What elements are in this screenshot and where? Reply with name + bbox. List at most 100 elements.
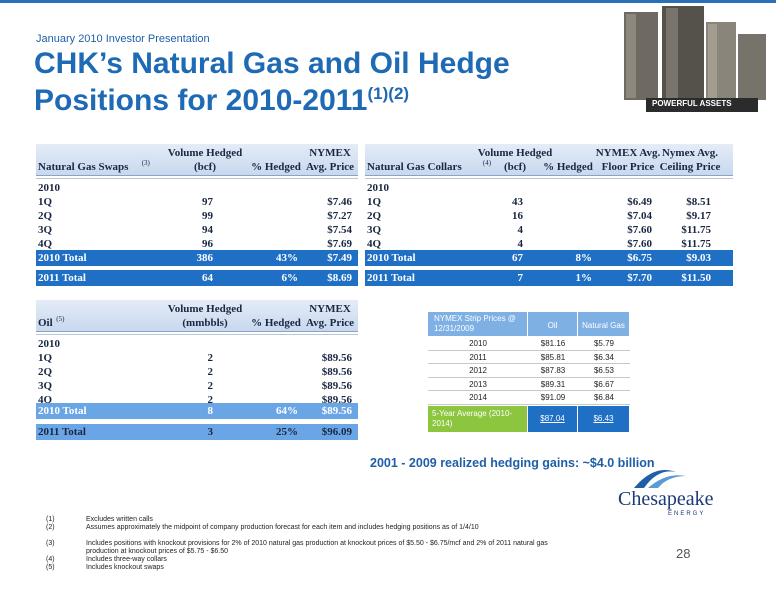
header-cell: Volume Hedged [167, 147, 243, 159]
strip-header-cell: NYMEX Strip Prices @ 12/31/2009 [428, 312, 527, 336]
footnote-text: Includes knockout swaps [86, 564, 164, 571]
group-rule [36, 334, 358, 335]
total-label: 2011 Total [367, 272, 415, 284]
strip-header-cell: Natural Gas [578, 312, 629, 336]
header-cell: NYMEX [309, 147, 351, 159]
total-label: 2010 Total [367, 252, 416, 264]
footnote-text: Assumes approximately the midpoint of co… [86, 524, 479, 531]
strip-cell: 2011 [469, 352, 487, 362]
kicker: January 2010 Investor Presentation [36, 33, 210, 45]
badge: POWERFUL ASSETS [652, 99, 732, 108]
cell-value: $11.75 [681, 238, 711, 250]
header-cell: Avg. Price [305, 317, 355, 329]
total-band [36, 424, 358, 440]
header-cell: % Hedged [251, 161, 301, 173]
total-value: 8% [575, 252, 593, 264]
total-band [365, 270, 733, 286]
total-label: 2011 Total [38, 426, 86, 438]
header-cell: % Hedged [543, 161, 593, 173]
cell-value: $89.56 [321, 366, 352, 378]
table-header [36, 144, 358, 176]
row-label: 4Q [38, 238, 53, 250]
row-label: 1Q [38, 352, 53, 364]
strip-cell: 2010 [469, 339, 487, 348]
header-note: (5) [56, 315, 65, 323]
header-note: (3) [141, 159, 150, 167]
total-value: 386 [196, 252, 214, 264]
strip-cell: $6.67 [593, 379, 615, 389]
total-band [36, 250, 358, 266]
top-rule [0, 0, 776, 3]
footnote-text: Includes positions with knockout provisi… [86, 540, 548, 555]
total-value: $8.69 [327, 272, 352, 284]
strip-cell: $6.84 [593, 393, 615, 402]
footnote-marker: (1) [46, 516, 55, 523]
header-cell: (mmbbls) [182, 317, 228, 329]
cell-value: $89.56 [321, 380, 352, 392]
total-value: $7.70 [627, 272, 652, 284]
title-line: CHK’s Natural Gas and Oil Hedge [34, 47, 510, 80]
strip-cell: $6.53 [593, 366, 615, 375]
cell-value: 4 [517, 238, 524, 250]
cell-value: $7.27 [327, 210, 352, 222]
header-cell: Ceiling Price [659, 161, 721, 173]
total-value: 67 [512, 252, 523, 264]
logo-tagline: ENERGY [668, 511, 706, 517]
total-value: 8 [207, 405, 214, 417]
realized-gains: 2001 - 2009 realized hedging gains: ~$4.… [370, 456, 655, 470]
title-text: Positions for 2010-2011 [34, 84, 368, 117]
cell-value: $7.69 [327, 238, 352, 250]
cell-value: $7.04 [627, 210, 652, 222]
page-number: 28 [676, 546, 691, 561]
row-label: 1Q [38, 196, 53, 208]
strip-cell: $5.79 [593, 339, 615, 348]
row-label: 2Q [367, 210, 382, 222]
cell-value: $11.75 [681, 224, 711, 236]
cell-value: 94 [202, 224, 213, 236]
logo-mark [634, 470, 686, 488]
strip-row-rule [428, 403, 630, 405]
header-cell: Floor Price [601, 161, 655, 173]
total-band [365, 250, 733, 266]
cell-value: 96 [202, 238, 213, 250]
barrels-image [624, 6, 766, 112]
total-value: $6.75 [627, 252, 652, 264]
cell-value: $9.17 [686, 210, 711, 222]
row-label: 2Q [38, 366, 53, 378]
strip-cell: $91.09 [540, 393, 566, 402]
strip-average-label: 5-Year Average (2010-2014) [428, 405, 527, 432]
total-band [36, 403, 358, 419]
total-value: 7 [517, 272, 524, 284]
strip-cell: $6.34 [593, 352, 615, 362]
total-value: 64% [276, 405, 298, 417]
footnote-text: Includes three-way collars [86, 556, 167, 563]
cell-value: 4 [517, 224, 524, 236]
cell-value: $7.60 [627, 238, 652, 250]
group-rule [365, 178, 733, 179]
header-cell: Oil [38, 317, 53, 329]
total-label: 2011 Total [38, 272, 86, 284]
total-value: $89.56 [321, 405, 352, 417]
footnote-marker: (2) [46, 524, 55, 531]
strip-average-value: $6.43 [578, 405, 629, 432]
total-value: $7.49 [327, 252, 352, 264]
header-cell: Natural Gas Collars [367, 161, 462, 173]
header-cell: Volume Hedged [477, 147, 553, 159]
cell-value: 2 [207, 380, 214, 392]
strip-cell: 2014 [469, 393, 487, 402]
row-label: 3Q [38, 380, 53, 392]
total-value: $9.03 [686, 252, 711, 264]
total-value: 25% [276, 426, 298, 438]
group-label: 2010 [38, 182, 60, 194]
group-label: 2010 [38, 338, 60, 350]
header-note: (4) [482, 159, 492, 167]
total-value: 64 [202, 272, 213, 284]
strip-cell: $89.31 [540, 379, 566, 389]
strip-row-rule [428, 376, 630, 378]
header-cell: Natural Gas Swaps [38, 161, 129, 173]
strip-header-cell: Oil [528, 312, 577, 336]
cell-value: $7.46 [327, 196, 352, 208]
total-value: 6% [281, 272, 299, 284]
total-value: $96.09 [321, 426, 352, 438]
